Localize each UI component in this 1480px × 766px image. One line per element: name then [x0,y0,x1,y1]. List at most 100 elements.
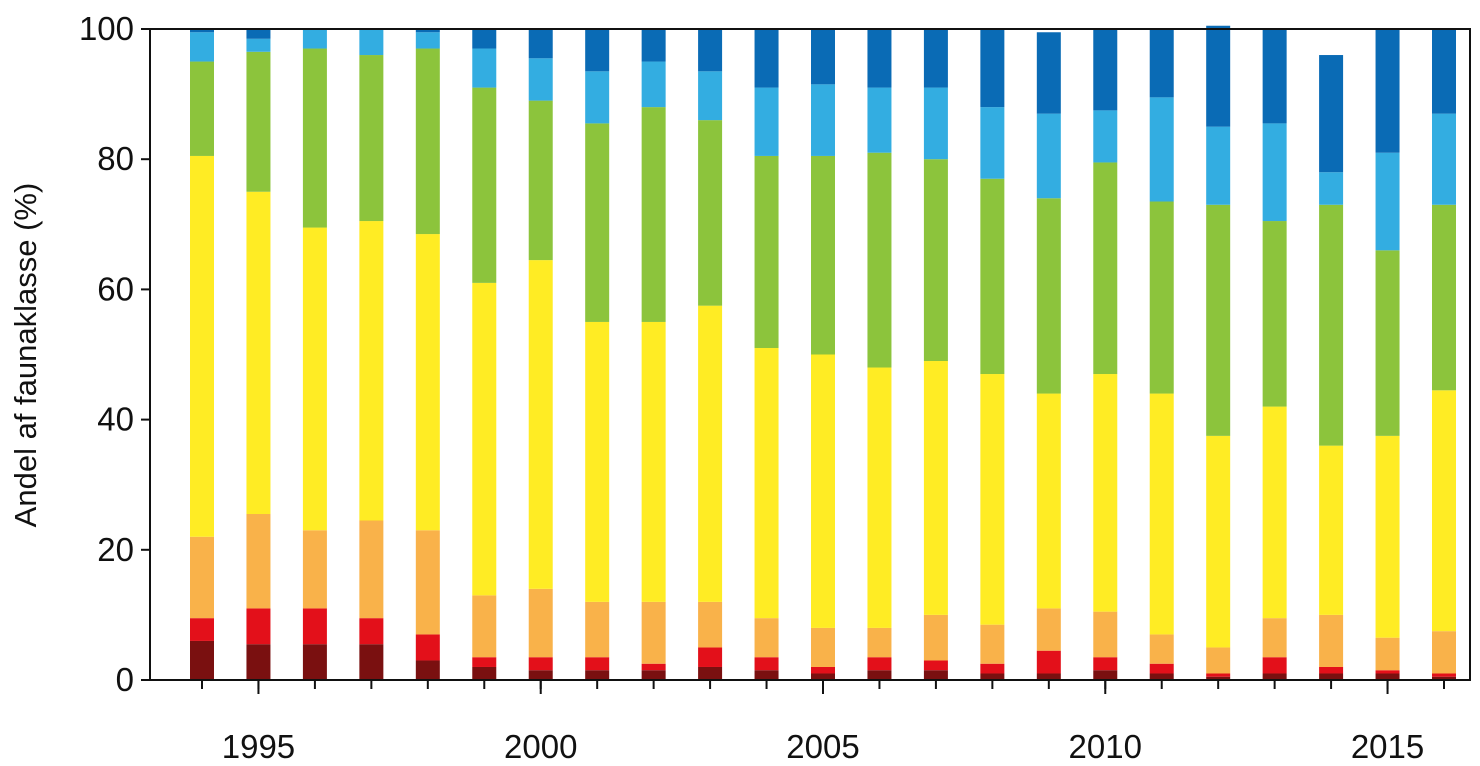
bar-segment [923,29,948,88]
bar-segment [472,48,497,88]
bar-segment [359,221,384,521]
bar-segment [1262,657,1287,674]
bar-segment [1319,55,1344,173]
bar-segment [1093,374,1118,612]
bar-segment [359,29,384,56]
bar-segment [923,159,948,362]
bar-segment [698,305,723,602]
bar-segment [190,61,214,156]
bar-segment [641,321,666,602]
bar-segment [923,614,948,661]
bar-segment [1375,435,1400,638]
bar-segment [302,48,327,228]
bar-segment [641,663,666,671]
bar-segment [867,367,892,628]
bar-segment [585,657,610,671]
bar-segment [1375,637,1400,671]
bar-segment [415,660,440,680]
bar-segment [923,87,948,160]
bar-segment [1036,393,1061,609]
y-tick-label: 60 [97,270,134,307]
bar-segment [1093,670,1118,680]
bar-segment [1093,29,1118,111]
bar-segment [190,640,214,680]
bar-segment [1206,647,1231,674]
bar-segment [867,29,892,88]
bar-segment [1432,113,1456,205]
bar-segment [1262,123,1287,222]
bar-segment [190,155,214,537]
bar-segment [923,361,948,615]
bar-segment [1432,673,1456,677]
bar-segment [698,120,723,306]
bar-segment [1375,250,1400,436]
bar-segment [528,100,553,261]
bar-segment [190,618,214,641]
bar-segment [754,670,779,680]
bar-segment [698,666,723,680]
bar-segment [1432,390,1456,632]
bar-segment [1149,29,1174,98]
bar-segment [246,51,271,192]
bar-segment [1319,673,1344,680]
bar-segment [698,601,723,648]
bar-segment [585,601,610,658]
bar-segment [641,601,666,664]
y-tick-label: 100 [79,10,134,47]
bar-segment [641,107,666,322]
bar-segment [754,657,779,671]
bar-segment [698,647,723,667]
bars-group [190,25,1456,680]
bar-segment [980,29,1005,108]
bar-segment [302,644,327,680]
bar-segment [1093,611,1118,658]
bar-segment [1093,162,1118,375]
bar-segment [811,673,835,680]
bar-segment [415,29,440,33]
bar-segment [1206,25,1231,127]
bar-segment [641,29,666,62]
bar-segment [359,618,384,645]
bar-segment [1375,670,1400,674]
bar-segment [1375,673,1400,680]
bar-segment [190,536,214,619]
bar-segment [980,374,1005,625]
bar-segment [1319,614,1344,667]
bar-segment [867,152,892,368]
bar-segment [472,666,497,680]
bar-segment [867,670,892,680]
bar-segment [415,530,440,635]
bar-segment [1262,29,1287,124]
bar-segment [923,660,948,671]
bar-segment [246,608,271,645]
bar-segment [472,87,497,283]
bar-segment [472,595,497,658]
bar-segment [359,644,384,680]
bar-segment [754,347,779,619]
bar-segment [585,670,610,680]
bar-segment [415,32,440,49]
bar-segment [1149,97,1174,202]
bar-segment [980,107,1005,179]
bar-segment [415,234,440,531]
bar-segment [246,29,271,39]
bar-segment [1432,631,1456,674]
bar-segment [190,32,214,62]
bar-segment [1036,650,1061,674]
bar-segment [1036,673,1061,680]
bar-segment [472,29,497,49]
bar-segment [585,71,610,124]
bar-segment [1262,406,1287,619]
bar-segment [1262,221,1287,407]
bar-segment [754,87,779,156]
bar-segment [923,670,948,680]
bar-segment [302,530,327,609]
bar-segment [1036,198,1061,394]
bar-segment [359,55,384,222]
bar-segment [811,155,835,355]
bar-segment [1319,172,1344,205]
bar-segment [302,29,327,49]
bar-segment [811,627,835,667]
bar-segment [641,670,666,680]
